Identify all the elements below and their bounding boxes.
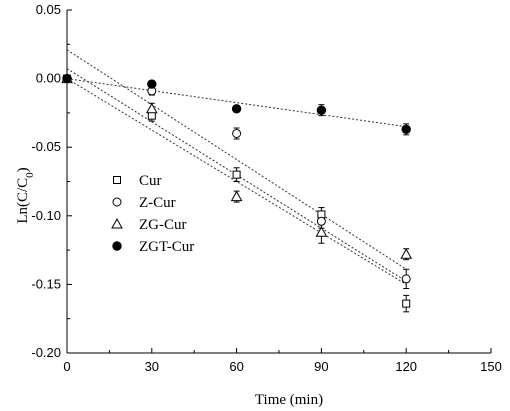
- legend-marker-z-cur: [112, 197, 122, 207]
- y-axis-title: Ln(C/C0): [15, 167, 36, 223]
- plot-frame-group: [66, 10, 491, 354]
- zgt-cur-point: [401, 124, 411, 135]
- z-cur-point: [401, 274, 411, 284]
- data-points: [61, 72, 413, 308]
- legend-marker-zg-cur: [111, 217, 123, 229]
- y-tick-label: -0.20: [31, 345, 61, 360]
- error-bars: [148, 80, 410, 313]
- zg-cur-point: [400, 248, 413, 259]
- z-cur-point: [232, 128, 242, 138]
- legend-label-zg-cur: ZG-Cur: [139, 217, 187, 233]
- fit-line: [66, 49, 407, 270]
- legend-marker-cur: [113, 176, 121, 184]
- y-tick-label: 0.05: [36, 2, 61, 17]
- x-tick-label: 120: [395, 359, 417, 374]
- legend-label-z-cur: Z-Cur: [139, 195, 176, 211]
- y-tick-label: -0.05: [31, 139, 61, 154]
- x-tick-label: 90: [314, 359, 328, 374]
- x-tick-label: 150: [480, 359, 502, 374]
- z-cur-point: [316, 216, 326, 226]
- zgt-cur-point: [62, 73, 72, 84]
- y-tick-label: 0.00: [36, 71, 61, 86]
- y-axis-title-main: Ln(C/C: [15, 178, 31, 224]
- x-tick-label: 60: [229, 359, 243, 374]
- zgt-cur-point: [147, 79, 157, 89]
- legend-label-zgt-cur: ZGT-Cur: [139, 239, 194, 255]
- x-tick-label: 30: [145, 359, 159, 374]
- legend: Cur Z-Cur ZG-Cur ZGT-Cur: [111, 173, 194, 255]
- cur-point: [232, 170, 241, 179]
- zg-cur-point: [315, 226, 328, 237]
- zg-cur-point: [145, 102, 158, 114]
- y-tick-label: -0.10: [31, 208, 61, 223]
- y-axis-title-close: ): [15, 167, 31, 172]
- zg-cur-point: [230, 190, 243, 202]
- y-tick-label: -0.15: [31, 276, 61, 291]
- y-axis-title-subscript: 0: [24, 172, 36, 178]
- y-ticks: 0.05 0.00 -0.05 -0.10 -0.15 -0.20: [31, 2, 72, 360]
- x-ticks: 0 30 60 90 120 150: [63, 348, 502, 374]
- legend-label-cur: Cur: [139, 173, 162, 189]
- zgt-cur-point: [231, 104, 242, 114]
- x-tick-label: 0: [63, 359, 70, 374]
- legend-marker-zgt-cur: [112, 241, 122, 251]
- zgt-cur-point: [316, 105, 327, 115]
- cur-point: [402, 299, 411, 308]
- fit-line: [66, 78, 407, 128]
- x-axis-title: Time (min): [255, 392, 323, 408]
